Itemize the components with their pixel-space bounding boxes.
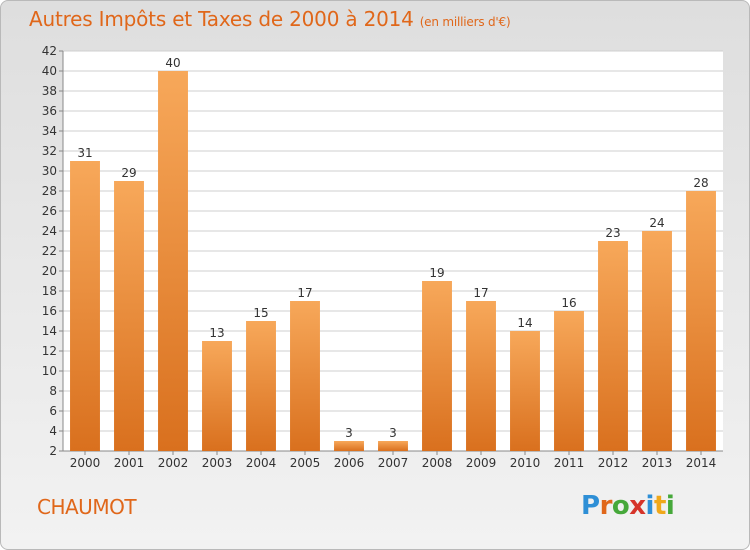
- bar: [114, 181, 144, 451]
- y-tick-label: 14: [42, 324, 57, 338]
- data-label: 14: [517, 316, 532, 330]
- x-tick-label: 2014: [686, 456, 717, 470]
- bar: [70, 161, 100, 451]
- x-tick-label: 2005: [290, 456, 321, 470]
- y-tick-label: 8: [49, 384, 57, 398]
- y-tick-label: 18: [42, 284, 57, 298]
- data-label: 17: [473, 286, 488, 300]
- y-tick-label: 12: [42, 344, 57, 358]
- x-tick-label: 2002: [158, 456, 189, 470]
- data-label: 31: [77, 146, 92, 160]
- logo-letter: r: [599, 491, 613, 521]
- bar: [686, 191, 716, 451]
- chart-subtitle: (en milliers d'€): [419, 15, 511, 29]
- commune-name: CHAUMOT: [37, 495, 137, 519]
- bar: [290, 301, 320, 451]
- x-tick-label: 2006: [334, 456, 365, 470]
- y-tick-label: 6: [49, 404, 57, 418]
- x-tick-label: 2008: [422, 456, 453, 470]
- y-tick-label: 2: [49, 444, 57, 458]
- y-tick-label: 4: [49, 424, 57, 438]
- y-tick-label: 32: [42, 144, 57, 158]
- bar: [422, 281, 452, 451]
- bar: [510, 331, 540, 451]
- bar: [642, 231, 672, 451]
- x-tick-label: 2003: [202, 456, 233, 470]
- y-tick-label: 16: [42, 304, 57, 318]
- y-tick-label: 26: [42, 204, 57, 218]
- x-tick-label: 2010: [510, 456, 541, 470]
- bar: [598, 241, 628, 451]
- y-tick-label: 40: [42, 64, 57, 78]
- y-tick-label: 38: [42, 84, 57, 98]
- y-tick-label: 28: [42, 184, 57, 198]
- title-text: Autres Impôts et Taxes de 2000 à 2014: [29, 7, 414, 31]
- y-tick-label: 34: [42, 124, 57, 138]
- logo-letter: P: [581, 491, 600, 521]
- data-label: 19: [429, 266, 444, 280]
- data-label: 28: [693, 176, 708, 190]
- bar: [246, 321, 276, 451]
- bar: [554, 311, 584, 451]
- data-label: 13: [209, 326, 224, 340]
- y-tick-label: 30: [42, 164, 57, 178]
- proxiti-logo: Proxiti: [581, 491, 675, 521]
- bar: [202, 341, 232, 451]
- x-tick-label: 2011: [554, 456, 585, 470]
- x-tick-label: 2009: [466, 456, 497, 470]
- x-tick-label: 2007: [378, 456, 409, 470]
- y-tick-label: 20: [42, 264, 57, 278]
- logo-letter: i: [645, 491, 655, 521]
- data-label: 17: [297, 286, 312, 300]
- y-tick-label: 36: [42, 104, 57, 118]
- data-label: 3: [345, 426, 353, 440]
- logo-letter: x: [629, 491, 646, 521]
- logo-letter: t: [653, 491, 666, 521]
- data-label: 15: [253, 306, 268, 320]
- x-tick-label: 2001: [114, 456, 145, 470]
- bar: [334, 441, 364, 451]
- data-label: 3: [389, 426, 397, 440]
- bar: [466, 301, 496, 451]
- x-tick-label: 2012: [598, 456, 629, 470]
- data-label: 16: [561, 296, 576, 310]
- y-tick-label: 22: [42, 244, 57, 258]
- data-label: 40: [165, 56, 180, 70]
- x-tick-label: 2000: [70, 456, 101, 470]
- y-tick-label: 10: [42, 364, 57, 378]
- data-label: 24: [649, 216, 664, 230]
- logo-letter: o: [611, 491, 630, 521]
- data-label: 29: [121, 166, 136, 180]
- logo-letter: i: [665, 491, 675, 521]
- y-tick-label: 24: [42, 224, 57, 238]
- bar: [378, 441, 408, 451]
- x-tick-label: 2013: [642, 456, 673, 470]
- y-tick-label: 42: [42, 44, 57, 58]
- data-label: 23: [605, 226, 620, 240]
- x-tick-label: 2004: [246, 456, 277, 470]
- chart-title: Autres Impôts et Taxes de 2000 à 2014 (en…: [29, 7, 511, 31]
- bar: [158, 71, 188, 451]
